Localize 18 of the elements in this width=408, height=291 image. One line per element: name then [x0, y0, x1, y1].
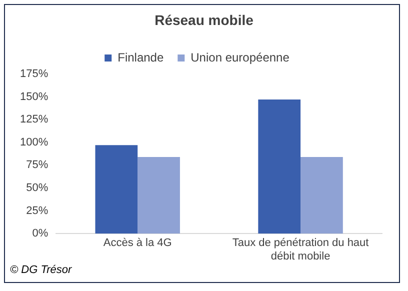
- bar: [138, 156, 180, 234]
- y-tick-label: 125%: [20, 114, 48, 126]
- legend-label: Finlande: [118, 50, 164, 64]
- bar: [258, 100, 301, 234]
- bar: [95, 145, 138, 234]
- y-tick-label: 50%: [26, 182, 48, 194]
- y-tick-label: 75%: [26, 159, 48, 172]
- text: © DG Trésor: [10, 264, 72, 276]
- y-tick-label: 100%: [20, 136, 48, 148]
- x-tick-label: Accès à la 4G: [103, 237, 172, 250]
- y-tick-label: 0%: [32, 228, 48, 240]
- bar: [300, 156, 343, 234]
- y-tick-label: 150%: [20, 90, 48, 103]
- y-tick-label: 175%: [20, 68, 48, 80]
- y-tick-label: 25%: [26, 204, 48, 217]
- chart-title: Réseau mobile: [154, 12, 254, 28]
- x-tick-label: Taux de pénétration du haut débit mobile: [232, 237, 369, 262]
- legend-label: Union européenne: [190, 50, 290, 64]
